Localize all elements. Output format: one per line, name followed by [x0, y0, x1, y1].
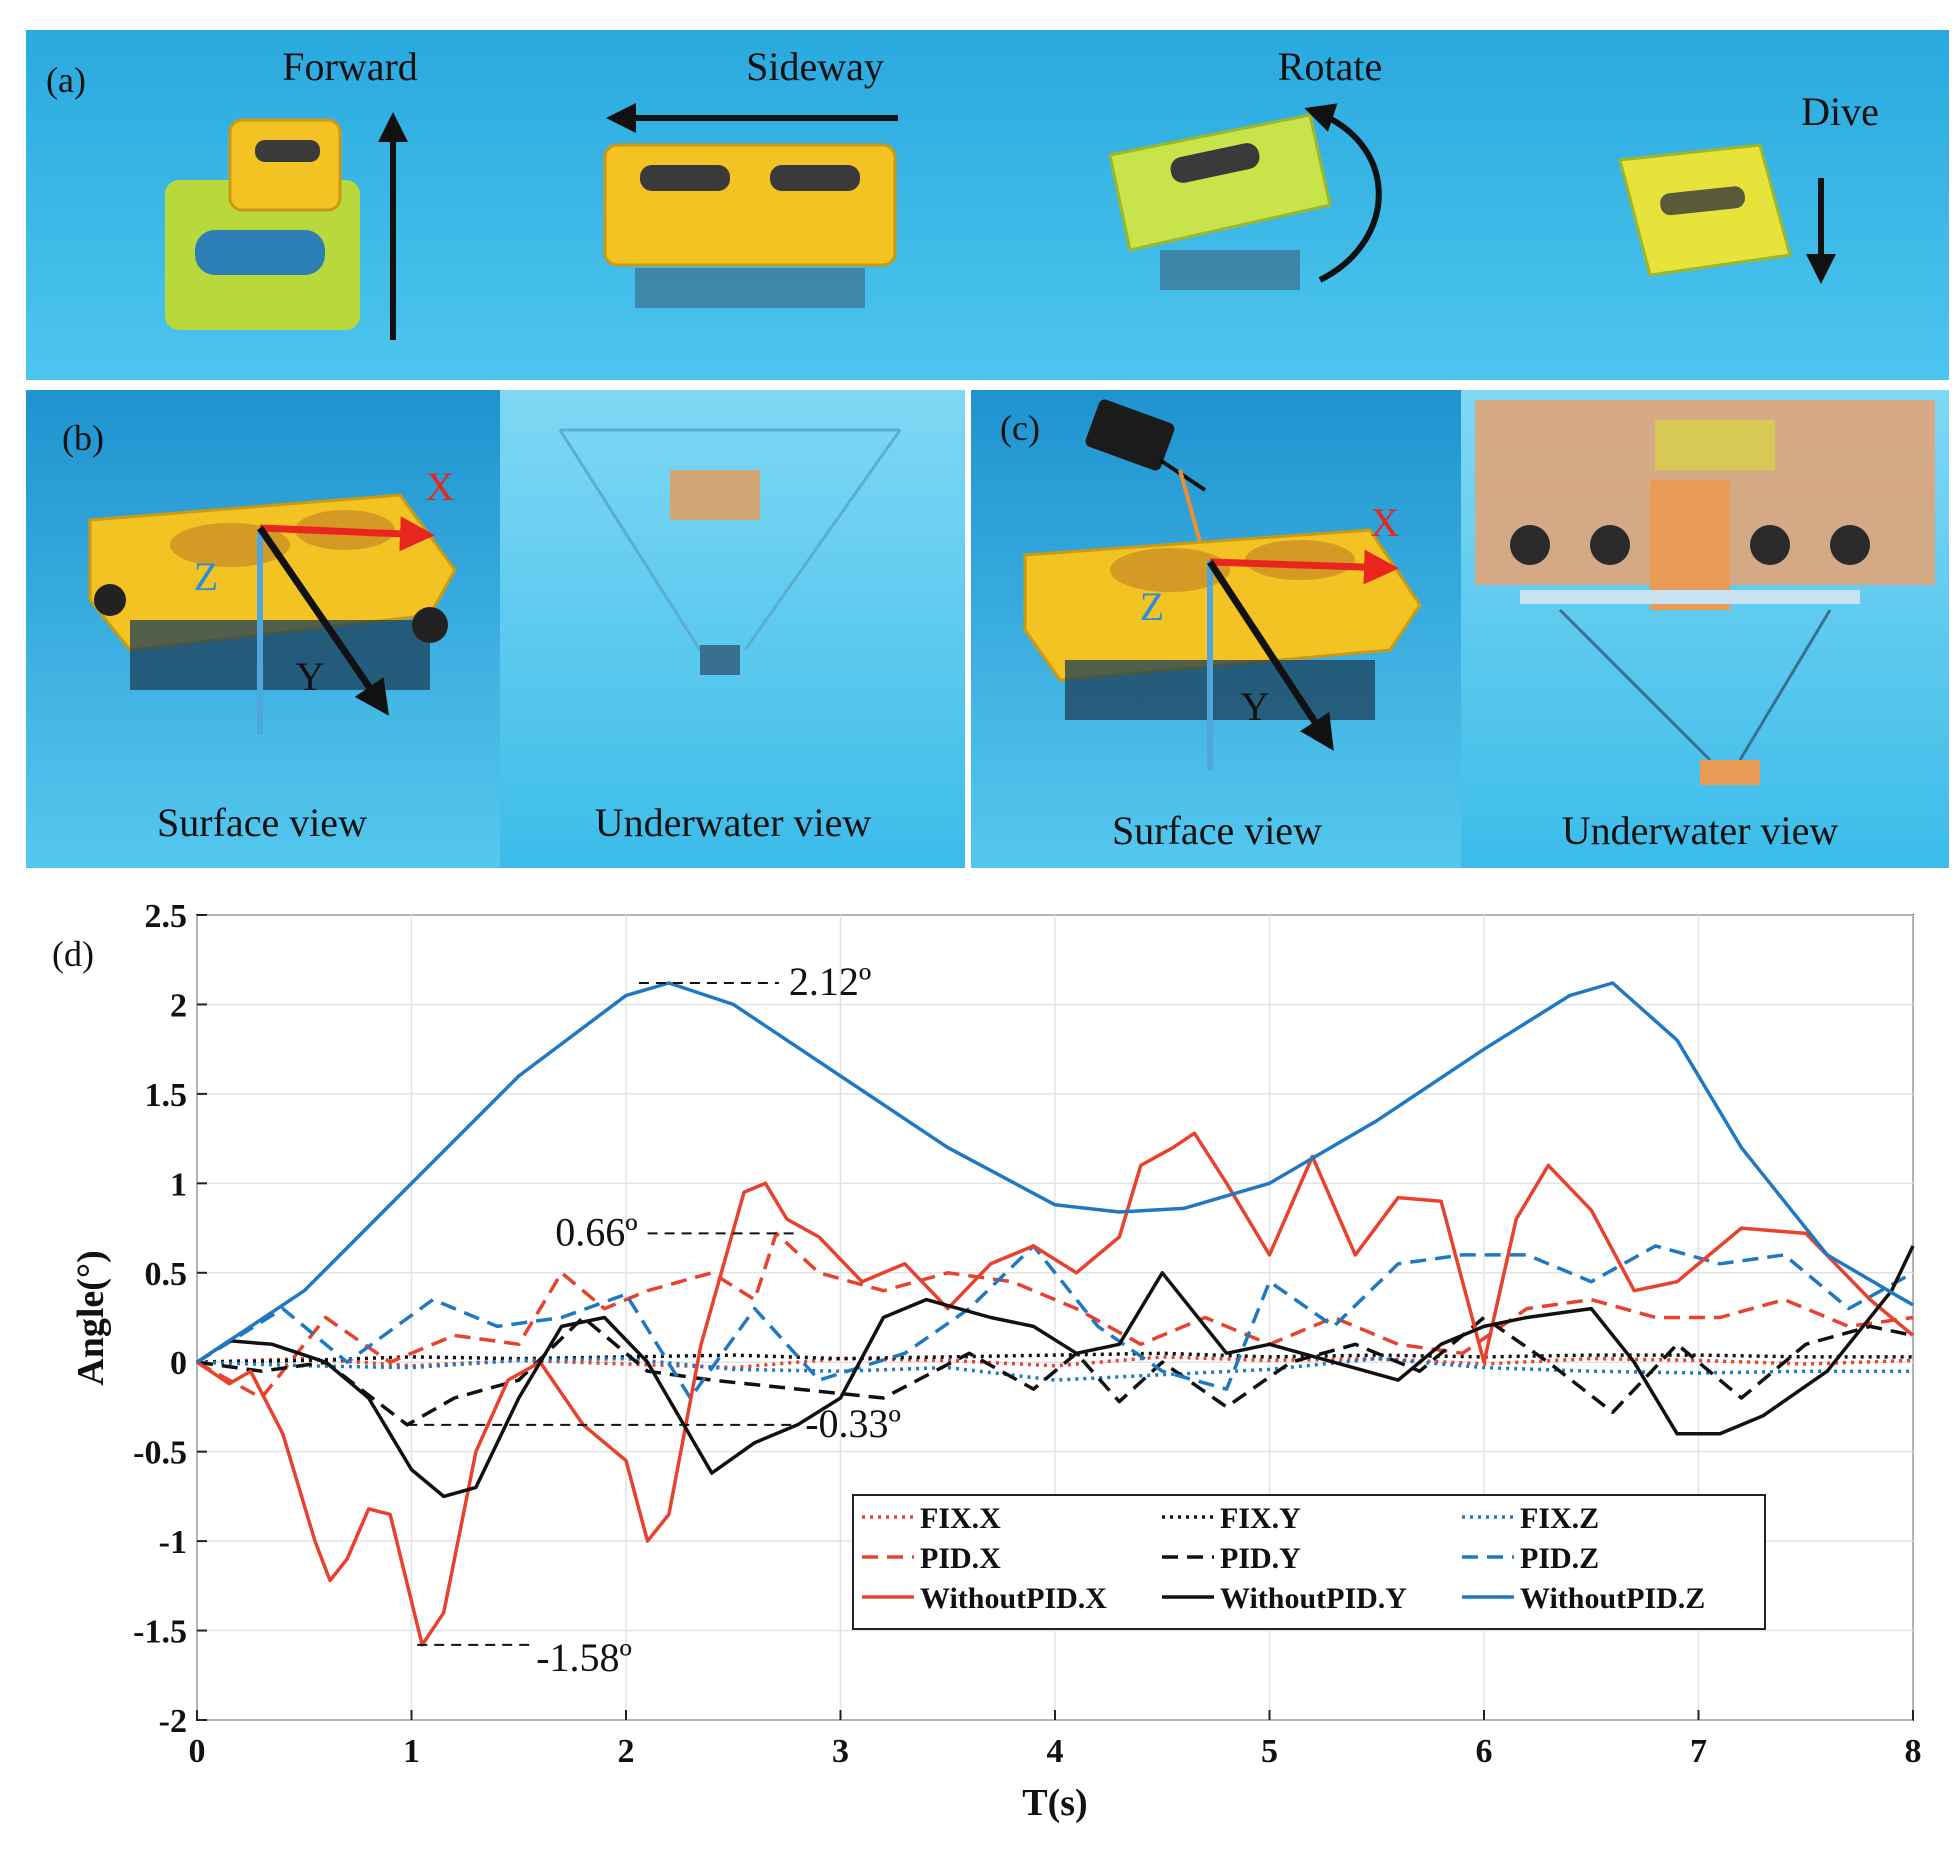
- legend-label: WithoutPID.X: [920, 1582, 1107, 1615]
- annotation-label: -1.58º: [536, 1635, 632, 1680]
- y-tick-label: 0: [170, 1345, 187, 1382]
- robot-rotate-photo: [1108, 113, 1332, 290]
- axis-x-label-c: X: [1371, 500, 1400, 545]
- panel-b-tag: (b): [62, 418, 104, 458]
- x-tick-label: 2: [618, 1733, 635, 1770]
- x-tick-label: 5: [1261, 1733, 1278, 1770]
- panel-d-tag: (d): [52, 934, 94, 974]
- legend-label: WithoutPID.Z: [1520, 1582, 1705, 1615]
- label-sideway: Sideway: [746, 44, 884, 89]
- axis-y-label-b: Y: [296, 654, 325, 699]
- legend-label: FIX.X: [920, 1502, 1001, 1535]
- panel-a-tag: (a): [46, 60, 86, 100]
- legend-label: FIX.Y: [1220, 1502, 1301, 1535]
- axis-y-arrow-c: [1207, 560, 1334, 751]
- legend-label: WithoutPID.Y: [1220, 1582, 1407, 1615]
- x-tick-label: 1: [403, 1733, 420, 1770]
- legend-box: [852, 1494, 1766, 1630]
- y-tick-label: -0.5: [133, 1435, 187, 1472]
- y-tick-label: 0.5: [145, 1256, 188, 1293]
- series-lines: [196, 981, 1915, 1647]
- legend-label: FIX.Z: [1520, 1502, 1599, 1535]
- y-tick-label: -1: [159, 1524, 187, 1561]
- caption-underwater-c: Underwater view: [1562, 808, 1839, 853]
- rotate-arrow: [1304, 103, 1382, 283]
- caption-surface-c: Surface view: [1112, 808, 1322, 853]
- series-fix-z: [196, 1356, 1913, 1382]
- y-tick-label: 1: [170, 1166, 187, 1203]
- axis-ticks: 0 1 2 3 4 5 6 7 8 -2 -1.5 -1 -0.5 0 0.5 1 1.5 2 2.5: [133, 898, 1921, 1770]
- x-tick-label: 4: [1047, 1733, 1064, 1770]
- annotations: 2.12º 0.66º -0.33º -1.58º: [407, 959, 901, 1680]
- photo-panels: (a) Forward Sideway Rotate Dive X Y Z: [26, 30, 1949, 868]
- annotation-label: 0.66º: [555, 1209, 637, 1254]
- label-forward: Forward: [282, 44, 418, 89]
- caption-underwater-b: Underwater view: [595, 800, 872, 845]
- legend-label: PID.X: [920, 1542, 1001, 1575]
- annotation-label: 2.12º: [789, 959, 871, 1004]
- label-rotate: Rotate: [1278, 44, 1382, 89]
- axis-x-label-b: X: [426, 464, 455, 509]
- panel-c-tag: (c): [1000, 408, 1040, 448]
- robot-forward-photo: [165, 118, 360, 330]
- robot-dive-photo: [1618, 143, 1792, 277]
- x-tick-label: 6: [1476, 1733, 1493, 1770]
- series-withoutpid-z: [196, 981, 1914, 1364]
- y-tick-label: -1.5: [133, 1614, 187, 1651]
- panel-c: X Y Z (c) Surface view Underwater view: [971, 390, 1949, 868]
- legend: FIX.X FIX.Y FIX.Z PID.X PID.Y PID.Z WithoutPID…: [852, 1494, 1766, 1630]
- y-axis-label: Angle(°): [70, 1250, 112, 1386]
- x-tick-label: 3: [832, 1733, 849, 1770]
- label-dive: Dive: [1801, 89, 1879, 134]
- legend-label: PID.Y: [1220, 1542, 1301, 1575]
- robot-surface-photo-c: [1023, 528, 1422, 720]
- x-tick-label: 7: [1690, 1733, 1707, 1770]
- series-fix-y: [196, 1351, 1913, 1364]
- series-pid-z: [196, 1244, 1914, 1400]
- axis-x-arrow-b: [259, 516, 435, 552]
- underwater-frame-b: [558, 428, 902, 675]
- axis-x-arrow-c: [1209, 549, 1399, 585]
- axis-z-label-b: Z: [194, 554, 218, 599]
- panel-a: (a) Forward Sideway Rotate Dive: [26, 30, 1949, 380]
- axis-y-label-c: Y: [1241, 684, 1270, 729]
- series-withoutpid-x: [196, 1131, 1915, 1647]
- y-tick-label: 2.5: [145, 898, 188, 935]
- underwater-robot-c: [1475, 400, 1935, 785]
- axis-y-arrow-b: [257, 526, 389, 716]
- robot-sideway-photo: [603, 143, 897, 308]
- x-tick-label: 0: [189, 1733, 206, 1770]
- angle-chart: 0 1 2 3 4 5 6 7 8-2-1.5-1-0.500.511.522.5 2.12º0…: [52, 898, 1922, 1824]
- y-tick-label: -2: [159, 1703, 187, 1740]
- y-tick-label: 1.5: [145, 1077, 188, 1114]
- y-tick-label: 2: [170, 987, 187, 1024]
- panel-b: X Y Z (b) Surface view Underwater view: [26, 390, 965, 868]
- legend-label: PID.Z: [1520, 1542, 1599, 1575]
- x-axis-label: T(s): [1022, 1782, 1087, 1824]
- robot-surface-photo-b: [88, 493, 457, 690]
- annotation-label: -0.33º: [805, 1401, 901, 1446]
- caption-surface-b: Surface view: [157, 800, 367, 845]
- axis-z-label-c: Z: [1140, 584, 1164, 629]
- series-withoutpid-y: [196, 1245, 1915, 1499]
- x-tick-label: 8: [1905, 1733, 1922, 1770]
